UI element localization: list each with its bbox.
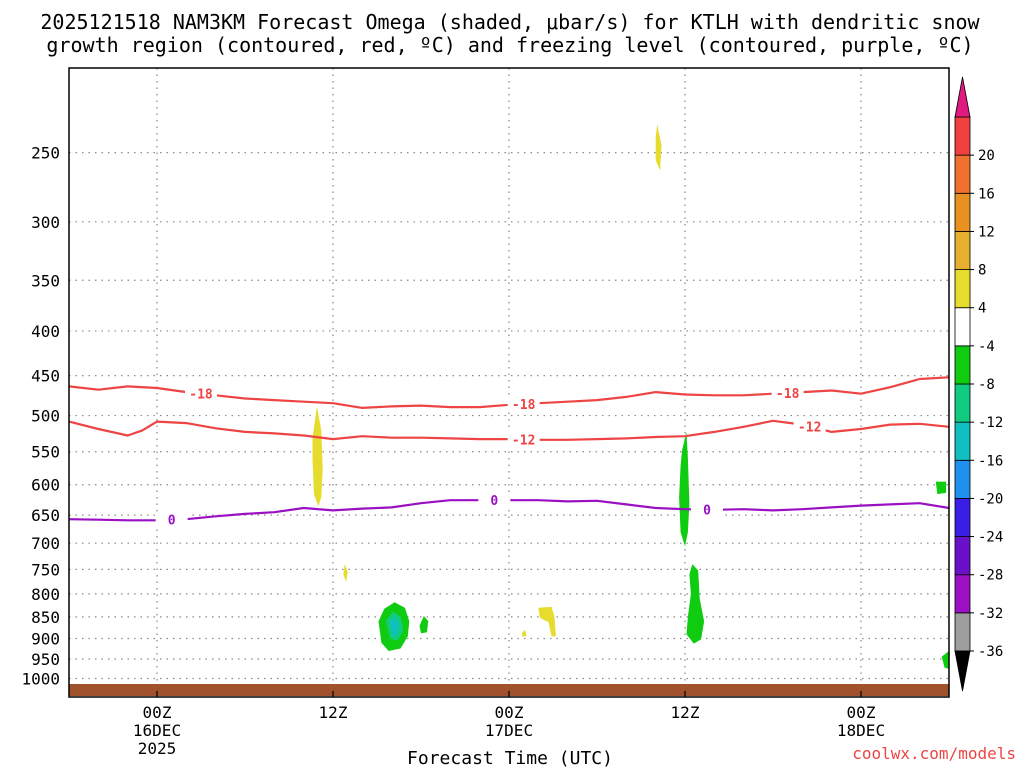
y-tick-label: 300 [31, 213, 60, 232]
contour-label-bg [771, 384, 804, 401]
colorbar-segment [954, 307, 971, 347]
colorbar-label: -28 [978, 568, 1003, 584]
colorbar-label: -16 [978, 453, 1003, 469]
colorbar-label: -20 [978, 491, 1003, 507]
colorbar-label: 16 [978, 186, 995, 202]
plot-frame [68, 67, 950, 698]
colorbar-segment [954, 383, 971, 423]
x-tick-label: 00Z [143, 703, 172, 722]
colorbar-segment [954, 269, 971, 309]
y-tick-label: 650 [31, 506, 60, 525]
contour-label-bg [507, 396, 540, 413]
colorbar-segment [954, 231, 971, 270]
downward-motion-4-area [343, 564, 348, 582]
colorbar-segment [954, 574, 971, 614]
y-tick-label: 250 [31, 144, 60, 163]
y-tick-label: 350 [31, 271, 60, 290]
y-tick-label: 600 [31, 476, 60, 495]
contour-label: 0 [703, 504, 711, 519]
downward-motion-4-area [312, 406, 323, 507]
contour-label: 0 [490, 494, 498, 509]
upward-motion-8-area [941, 651, 949, 669]
colorbar-segment [954, 154, 971, 194]
y-tick-label: 500 [31, 407, 60, 426]
colorbar: -36 -32 -28 -24 -20 -16 -12 -8 -4 4 8 12 16 20 [954, 76, 1003, 692]
contour-label: -18 [512, 398, 536, 413]
contour-label-bg [185, 385, 217, 402]
x-axis-label: Forecast Time (UTC) [407, 748, 613, 768]
contour-label: -12 [798, 420, 821, 435]
contour-label-bg [478, 492, 511, 509]
colorbar-segment [954, 421, 971, 461]
contour-label-bg [507, 431, 540, 448]
colorbar-segment [954, 116, 971, 156]
colorbar-label: -8 [978, 377, 995, 393]
colorbar-segment [954, 536, 971, 576]
x-tick-label: 12Z [671, 703, 700, 722]
colorbar-label: 12 [978, 224, 995, 240]
downward-motion-4-area [655, 124, 662, 171]
colorbar-segment [954, 345, 971, 385]
y-tick-label: 700 [31, 534, 60, 553]
y-tick-label: 750 [31, 560, 60, 579]
y-tick-label: 950 [31, 650, 60, 669]
colorbar-high-arrow [954, 76, 971, 118]
contour-label-bg [691, 501, 723, 518]
y-tick-label: 550 [31, 443, 60, 462]
contour-label: -18 [776, 387, 800, 402]
x-tick-label: 17DEC [485, 721, 533, 740]
colorbar-segment [954, 612, 971, 652]
colorbar-segment [954, 192, 971, 232]
colorbar-segment [954, 459, 971, 499]
x-tick-label: 00Z [495, 703, 524, 722]
chart-title-line-2: growth region (contoured, red, ºC) and f… [46, 33, 973, 57]
upward-motion-8-area [935, 481, 947, 495]
x-tick-label: 2025 [138, 739, 177, 758]
colorbar-low-arrow [954, 650, 971, 692]
y-tick-label: 400 [31, 322, 60, 341]
y-tick-label: 900 [31, 630, 60, 649]
contour-label-bg [155, 511, 188, 528]
upward-motion-8-area [679, 431, 690, 547]
chart-title-line-1: 2025121518 NAM3KM Forecast Omega (shaded… [40, 10, 980, 34]
omega-shading [312, 124, 949, 669]
downward-motion-4-area [522, 630, 527, 637]
colorbar-label: 8 [978, 263, 986, 279]
ground-band [69, 684, 949, 696]
contour-label: -12 [512, 433, 535, 448]
temperature-contours: -18 -18 -18 -12 -12 0 0 0 [68, 376, 950, 529]
x-tick-label: 18DEC [837, 721, 885, 740]
x-tick-label: 00Z [847, 703, 876, 722]
contour-label: 0 [168, 514, 176, 529]
y-tick-label: 1000 [21, 669, 60, 688]
upward-motion-8-area [686, 564, 705, 644]
grid-lines [69, 68, 949, 697]
contour-label: -18 [189, 388, 213, 403]
credit-text: coolwx.com/models [852, 744, 1016, 763]
downward-motion-4-area [538, 606, 556, 637]
contour-label-bg [793, 418, 826, 435]
upward-motion-16-area [390, 616, 399, 636]
colorbar-label: -36 [978, 644, 1003, 660]
colorbar-label: -12 [978, 415, 1003, 431]
y-tick-label: 450 [31, 367, 60, 386]
colorbar-label: -4 [978, 339, 995, 355]
colorbar-segment [954, 498, 971, 537]
colorbar-label: 20 [978, 148, 995, 164]
y-axis: 250 300 350 400 450 500 550 600 650 700 750 800 850 9… [21, 144, 60, 689]
y-tick-label: 800 [31, 585, 60, 604]
x-tick-label: 16DEC [133, 721, 181, 740]
colorbar-label: 4 [978, 301, 986, 317]
x-tick-label: 12Z [319, 703, 348, 722]
y-tick-label: 850 [31, 608, 60, 627]
colorbar-label: -24 [978, 530, 1003, 546]
upward-motion-8-area [419, 616, 429, 634]
colorbar-label: -32 [978, 606, 1003, 622]
